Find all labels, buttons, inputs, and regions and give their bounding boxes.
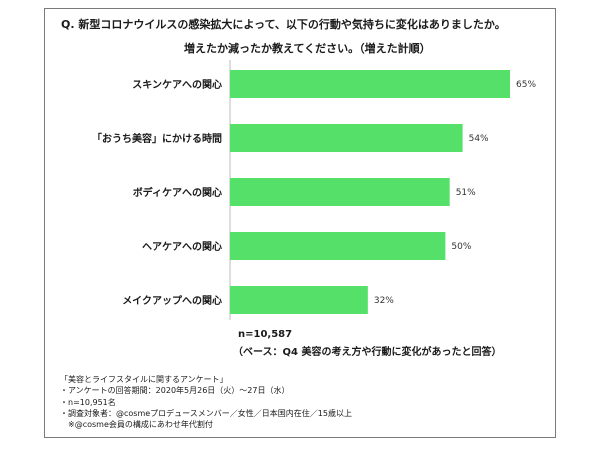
bar [230, 124, 463, 152]
bar [230, 70, 510, 98]
category-label: ボディケアへの関心 [133, 186, 222, 199]
survey-note-line: ・n=10,951名 [60, 397, 116, 407]
question-line-1: Q. 新型コロナウイルスの感染拡大によって、以下の行動や気持ちに変化はありました… [61, 18, 506, 31]
bar [230, 286, 368, 314]
value-label: 54% [469, 134, 489, 144]
value-label: 50% [451, 242, 471, 252]
bars-layer: スキンケアへの関心 65% 「おうち美容」にかける時間 54% ボディケアへの関心 51%… [92, 70, 536, 314]
bar [230, 178, 450, 206]
category-label: メイクアップへの関心 [122, 294, 222, 307]
value-label: 32% [374, 296, 394, 306]
value-label: 51% [456, 188, 476, 198]
category-label: スキンケアへの関心 [132, 79, 222, 91]
survey-note-line: ・アンケートの回答期間：2020年5月26日（火）～27日（水） [60, 386, 290, 396]
bar [230, 232, 446, 260]
survey-note-line: 「美容とライフスタイルに関するアンケート」 [60, 375, 228, 384]
question-line-2: 増えたか減ったか教えてください。（増えた計順） [184, 42, 431, 55]
base-description: （ベース：Q4 美容の考え方や行動に変化があったと回答） [233, 347, 502, 358]
survey-note-line: ※@cosme会員の構成にあわせ年代割付 [60, 420, 213, 430]
category-label: 「おうち美容」にかける時間 [92, 132, 222, 145]
survey-note-line: ・調査対象者：@cosmeプロデュースメンバー／女性／日本国内在住／15歳以上 [60, 408, 352, 418]
value-label: 65% [516, 80, 536, 90]
survey-notes: 「美容とライフスタイルに関するアンケート」 ・アンケートの回答期間：2020年5… [60, 374, 352, 430]
base-sample-size: n=10,587 [238, 329, 293, 340]
category-label: ヘアケアへの関心 [142, 241, 222, 253]
